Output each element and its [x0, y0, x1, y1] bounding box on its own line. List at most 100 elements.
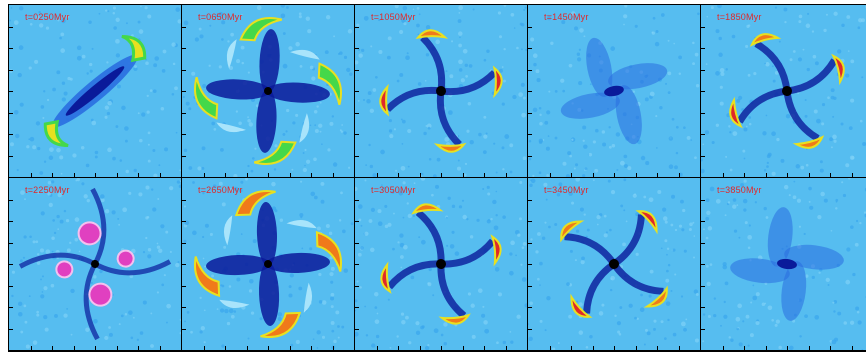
- noise-speck: [125, 140, 128, 143]
- noise-speck: [550, 42, 553, 45]
- density-map: [182, 5, 354, 177]
- noise-speck: [599, 311, 604, 316]
- noise-speck: [332, 115, 334, 117]
- axis-tick: [268, 173, 269, 177]
- noise-speck: [851, 156, 855, 160]
- noise-speck: [673, 43, 675, 45]
- noise-speck: [462, 200, 464, 202]
- noise-speck: [112, 157, 116, 161]
- axis-tick: [138, 173, 139, 177]
- noise-speck: [546, 147, 550, 151]
- axis-tick: [355, 113, 359, 114]
- noise-speck: [544, 222, 546, 224]
- noise-speck: [30, 137, 35, 142]
- noise-speck: [210, 233, 213, 236]
- noise-speck: [728, 336, 730, 338]
- axis-tick: [377, 173, 378, 177]
- noise-speck: [157, 245, 160, 248]
- noise-speck: [314, 196, 318, 200]
- noise-speck: [706, 63, 708, 65]
- noise-speck: [56, 148, 61, 153]
- noise-speck: [826, 14, 828, 16]
- noise-speck: [844, 321, 848, 325]
- noise-speck: [736, 204, 738, 206]
- noise-speck: [743, 208, 746, 211]
- axis-tick: [441, 346, 442, 350]
- noise-speck: [56, 215, 59, 218]
- noise-speck: [75, 179, 77, 181]
- axis-tick: [701, 156, 705, 157]
- noise-speck: [568, 315, 572, 319]
- noise-speck: [39, 171, 43, 175]
- noise-speck: [64, 91, 68, 95]
- noise-speck: [478, 288, 483, 293]
- axis-tick: [398, 346, 399, 350]
- noise-speck: [29, 66, 32, 69]
- noise-speck: [105, 9, 107, 11]
- noise-speck: [9, 20, 11, 22]
- noise-speck: [357, 280, 359, 282]
- noise-speck: [519, 217, 522, 220]
- noise-speck: [171, 42, 175, 46]
- noise-speck: [418, 82, 422, 86]
- noise-speck: [169, 186, 173, 190]
- noise-speck: [695, 53, 699, 57]
- noise-speck: [133, 317, 135, 319]
- axis-tick: [9, 27, 13, 28]
- noise-speck: [784, 185, 788, 189]
- noise-speck: [286, 109, 289, 112]
- axis-tick: [355, 27, 359, 28]
- noise-speck: [238, 122, 242, 126]
- noise-speck: [295, 114, 298, 117]
- noise-speck: [837, 49, 841, 53]
- noise-speck: [322, 336, 325, 339]
- noise-speck: [766, 165, 769, 168]
- density-map: [9, 178, 181, 350]
- axis-tick: [355, 70, 359, 71]
- noise-speck: [106, 61, 108, 63]
- noise-speck: [326, 15, 330, 19]
- noise-speck: [670, 224, 673, 227]
- noise-speck: [793, 195, 797, 199]
- axis-tick: [290, 173, 291, 177]
- noise-speck: [18, 302, 22, 306]
- axis-tick: [636, 346, 637, 350]
- noise-speck: [827, 96, 830, 99]
- noise-speck: [629, 304, 633, 308]
- axis-tick: [247, 346, 248, 350]
- noise-speck: [254, 148, 256, 150]
- noise-speck: [177, 180, 180, 183]
- axis-tick: [9, 243, 13, 244]
- noise-speck: [558, 342, 560, 344]
- noise-speck: [248, 337, 250, 339]
- noise-speck: [455, 251, 460, 256]
- noise-speck: [732, 205, 736, 209]
- noise-speck: [342, 230, 346, 234]
- axis-tick: [355, 48, 359, 49]
- axis-tick: [528, 70, 532, 71]
- noise-speck: [781, 159, 785, 163]
- noise-speck: [665, 83, 667, 85]
- noise-speck: [593, 140, 596, 143]
- noise-speck: [403, 181, 406, 184]
- axis-tick: [657, 173, 658, 177]
- noise-speck: [602, 130, 605, 133]
- noise-speck: [546, 296, 550, 300]
- noise-speck: [318, 124, 322, 128]
- noise-speck: [626, 220, 628, 222]
- noise-speck: [596, 215, 600, 219]
- noise-speck: [407, 52, 409, 54]
- noise-speck: [678, 56, 682, 60]
- noise-speck: [120, 159, 123, 162]
- noise-speck: [134, 169, 137, 172]
- noise-speck: [521, 48, 523, 50]
- noise-speck: [407, 202, 409, 204]
- noise-speck: [60, 220, 64, 224]
- noise-speck: [578, 81, 582, 85]
- noise-speck: [750, 301, 752, 303]
- noise-speck: [671, 290, 673, 292]
- noise-speck: [458, 159, 460, 161]
- noise-speck: [693, 257, 695, 259]
- noise-speck: [165, 231, 168, 234]
- noise-speck: [236, 277, 240, 281]
